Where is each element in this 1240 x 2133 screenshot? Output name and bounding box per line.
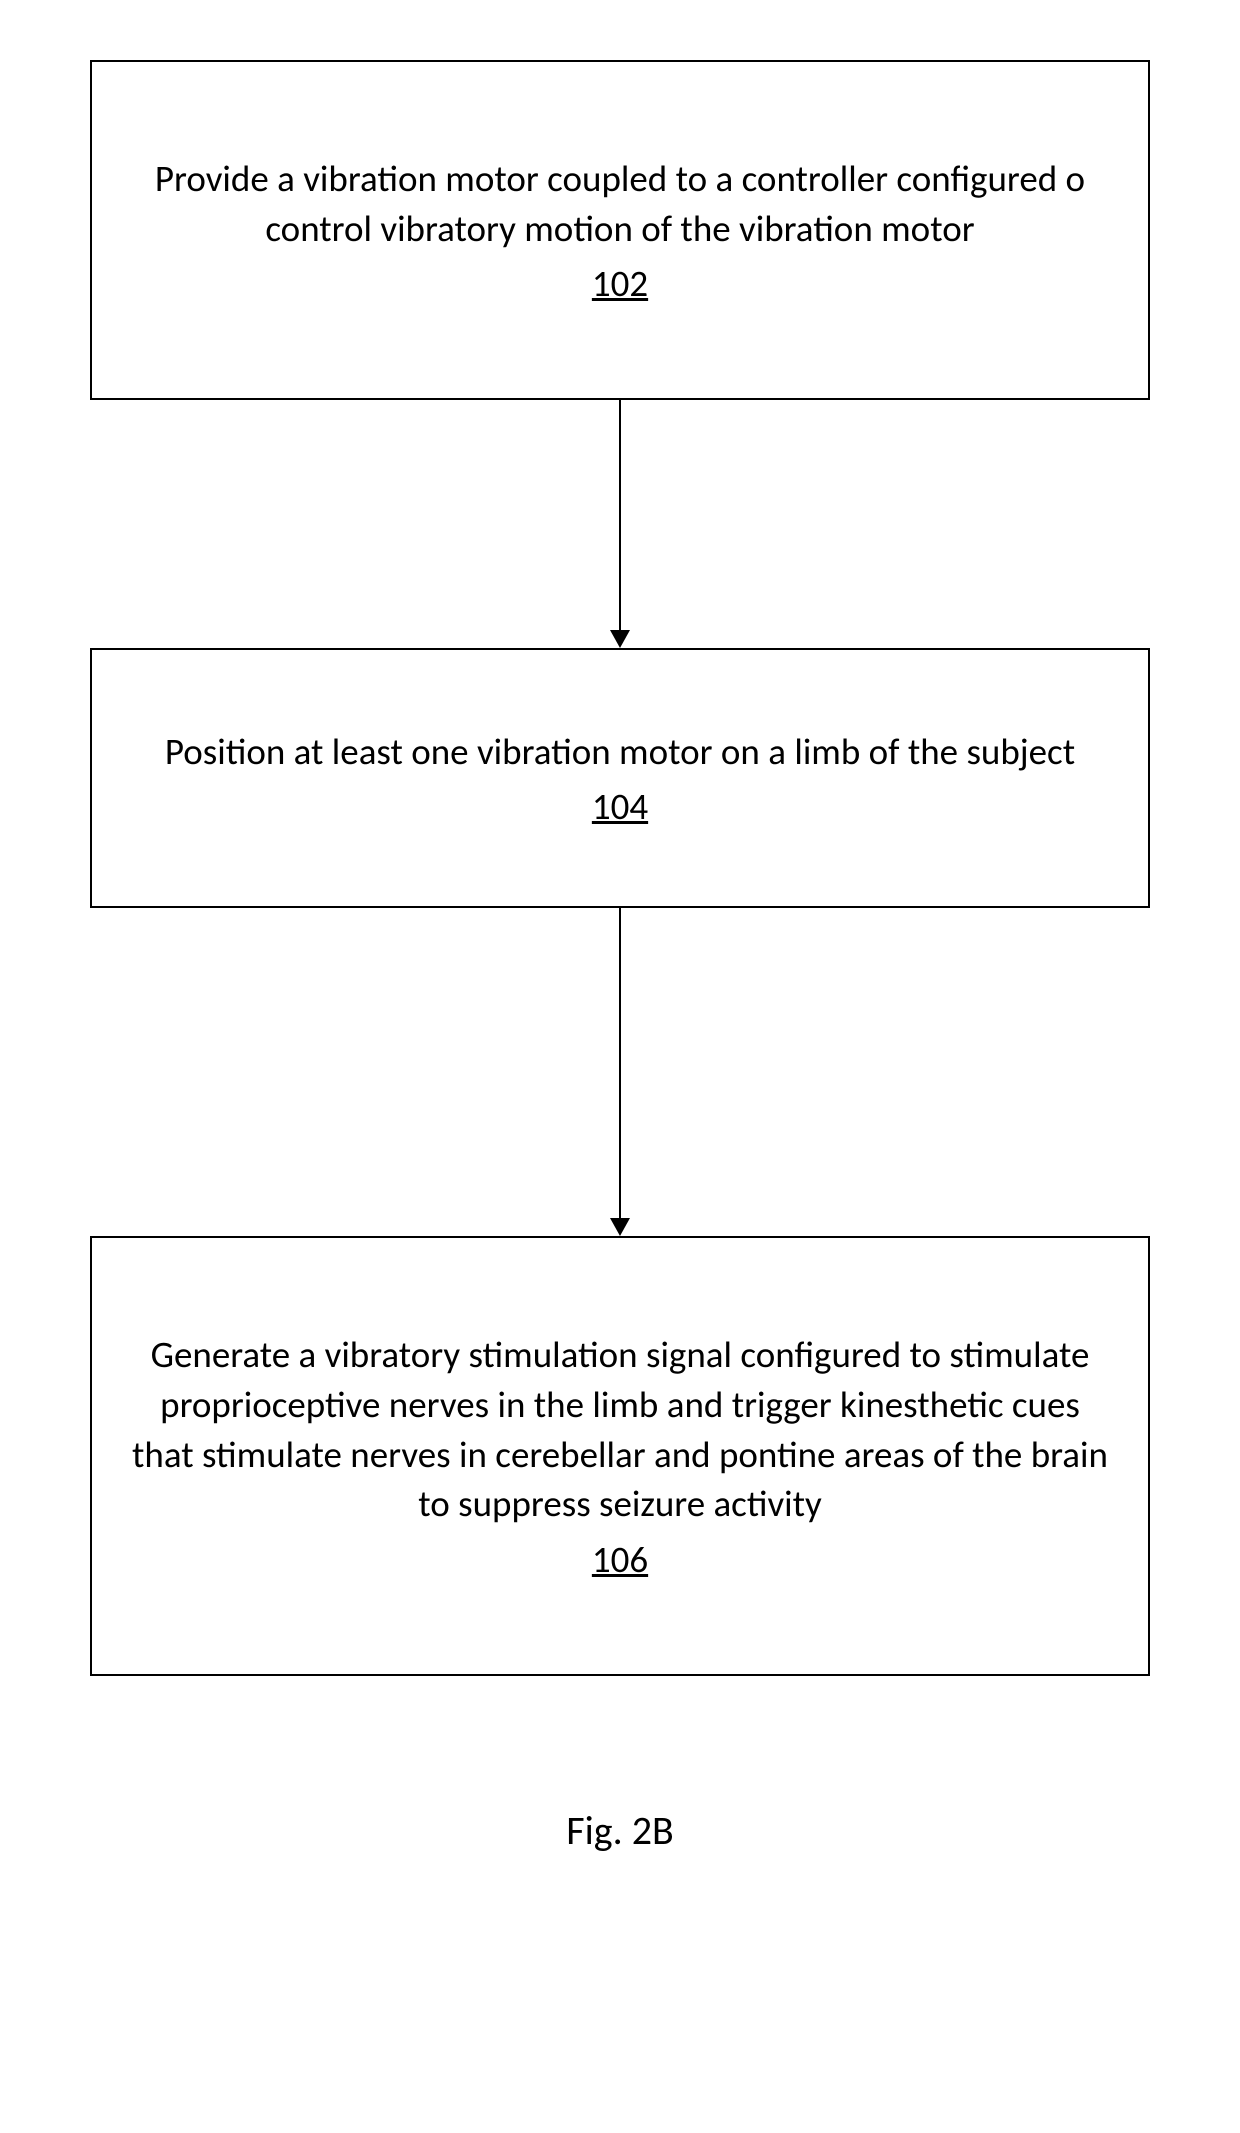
figure-label: Fig. 2B	[566, 1806, 674, 1855]
flowchart-arrow-2	[610, 908, 630, 1236]
arrow-line	[619, 908, 621, 1218]
step-ref: 106	[592, 1537, 648, 1582]
flowchart-arrow-1	[610, 400, 630, 648]
step-text: Generate a vibratory stimulation signal …	[132, 1330, 1108, 1530]
step-ref: 104	[592, 784, 648, 829]
arrow-head	[610, 630, 630, 648]
arrow-head	[610, 1218, 630, 1236]
step-text: Position at least one vibration motor on…	[165, 727, 1075, 777]
arrow-line	[619, 400, 621, 630]
flowchart-step-3: Generate a vibratory stimulation signal …	[90, 1236, 1150, 1676]
flowchart-container: Provide a vibration motor coupled to a c…	[0, 0, 1240, 1855]
flowchart-step-2: Position at least one vibration motor on…	[90, 648, 1150, 908]
step-text: Provide a vibration motor coupled to a c…	[132, 154, 1108, 254]
step-ref: 102	[592, 261, 648, 306]
flowchart-step-1: Provide a vibration motor coupled to a c…	[90, 60, 1150, 400]
